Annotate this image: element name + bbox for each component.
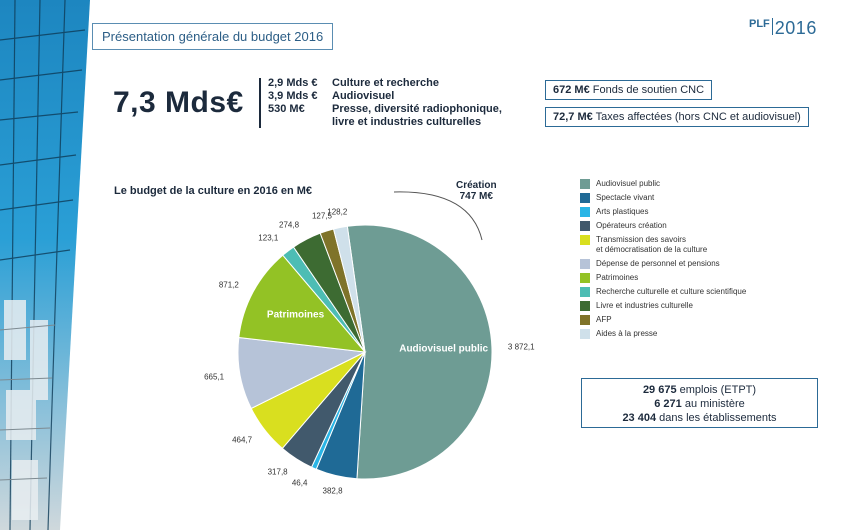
plf-logo: PLF 2016: [749, 18, 817, 39]
legend-swatch: [580, 315, 590, 325]
pie-slice-aides-a-la-presse: [332, 225, 366, 353]
jobs-line: 6 271 au ministère: [582, 397, 817, 411]
legend-swatch: [580, 221, 590, 231]
legend-label: Dépense de personnel et pensions: [596, 259, 720, 268]
legend-item: Aides à la presse: [580, 329, 746, 339]
legend-item: Audiovisuel public: [580, 179, 746, 189]
jobs-label: au ministère: [684, 398, 745, 410]
chart-title: Le budget de la culture en 2016 en M€: [114, 185, 313, 197]
pie-value-label: 274,8: [279, 220, 300, 230]
budget-breakdown: 2,9 Mds € Culture et recherche 3,9 Mds €…: [268, 77, 502, 129]
creation-annotation-title: Création: [456, 180, 497, 191]
breakdown-amount: 530 M€: [268, 103, 305, 115]
legend-swatch: [580, 193, 590, 203]
legend-label: Patrimoines: [596, 273, 639, 282]
breakdown-label: Audiovisuel: [332, 90, 395, 102]
legend-item: Opérateurs création: [580, 221, 746, 231]
pie-value-label: 382,8: [322, 486, 343, 496]
fund-box-taxes: 72,7 M€ Taxes affectées (hors CNC et aud…: [545, 107, 809, 127]
legend-item: Transmission des savoirs et démocratisati…: [580, 235, 746, 255]
decorative-photo-strip: [0, 0, 90, 530]
jobs-value: 6 271: [654, 398, 682, 410]
plf-logo-year: 2016: [774, 18, 817, 38]
legend-item: Patrimoines: [580, 273, 746, 283]
pie-value-label: 665,1: [204, 372, 225, 382]
pie-value-label: 3 872,1: [507, 342, 535, 352]
fund-label: Taxes affectées (hors CNC et audiovisuel…: [595, 111, 801, 123]
jobs-label: emplois (ETPT): [679, 384, 757, 396]
total-budget: 7,3 Mds€: [113, 86, 244, 119]
fund-box-cnc: 672 M€ Fonds de soutien CNC: [545, 80, 713, 100]
pie-value-label: 46,4: [291, 478, 308, 488]
legend-label: Audiovisuel public: [596, 179, 661, 188]
legend-swatch: [580, 235, 590, 245]
jobs-box: 29 675 emplois (ETPT) 6 271 au ministère…: [581, 378, 818, 428]
jobs-line: 29 675 emplois (ETPT): [582, 383, 817, 397]
pie-value-label: 317,8: [267, 467, 288, 477]
legend-swatch: [580, 273, 590, 283]
jobs-value: 29 675: [642, 384, 677, 396]
creation-bracket: [393, 191, 483, 241]
legend-label: Arts plastiques: [596, 207, 649, 216]
chart-legend: Audiovisuel public Spectacle vivant Arts p…: [580, 179, 746, 343]
legend-swatch: [580, 179, 590, 189]
summary-divider: [259, 78, 261, 128]
legend-swatch: [580, 301, 590, 311]
pie-value-label: 128,2: [327, 207, 348, 217]
pie-value-label: 464,7: [232, 435, 253, 445]
pie-inner-label: Patrimoines: [266, 309, 325, 321]
pie-value-label: 127,5: [311, 211, 332, 221]
creation-annotation-value: 747 M€: [459, 191, 493, 202]
legend-swatch: [580, 287, 590, 297]
breakdown-label: Culture et recherche: [332, 77, 439, 89]
building-photo-image: [0, 0, 90, 530]
plf-logo-text: PLF: [749, 18, 770, 30]
pie-slice-patrimoines: [238, 254, 367, 353]
legend-label: Transmission des savoirs et démocratisati…: [596, 235, 708, 254]
pie-value-label: 871,2: [218, 280, 239, 290]
legend-label: Spectacle vivant: [596, 193, 655, 202]
pie-inner-label: Audiovisuel public: [399, 343, 489, 355]
breakdown-label-continued: livre et industries culturelles: [332, 116, 482, 128]
logo-divider: [771, 18, 773, 35]
legend-swatch: [580, 259, 590, 269]
legend-label: Livre et industries culturelle: [596, 301, 693, 310]
legend-item: Spectacle vivant: [580, 193, 746, 203]
breakdown-amount: 3,9 Mds €: [268, 90, 318, 102]
pie-slice-audiovisuel-public: [346, 224, 493, 480]
legend-label: Recherche culturelle et culture scientif…: [596, 287, 747, 296]
legend-item: Recherche culturelle et culture scientif…: [580, 287, 746, 297]
creation-annotation: Création 747 M€: [456, 180, 497, 202]
breakdown-row: 3,9 Mds € Audiovisuel: [268, 90, 502, 103]
page-title: Présentation générale du budget 2016: [92, 23, 334, 50]
legend-label: AFP: [596, 315, 612, 324]
legend-item: AFP: [580, 315, 746, 325]
pie-value-label: 123,1: [258, 233, 279, 243]
fund-amount: 672 M€: [553, 84, 590, 96]
legend-swatch: [580, 329, 590, 339]
breakdown-amount: 2,9 Mds €: [268, 77, 318, 89]
legend-label: Opérateurs création: [596, 221, 667, 230]
legend-item: Arts plastiques: [580, 207, 746, 217]
legend-item: Livre et industries culturelle: [580, 301, 746, 311]
fund-amount: 72,7 M€: [553, 111, 593, 123]
legend-item: Dépense de personnel et pensions: [580, 259, 746, 269]
breakdown-label: Presse, diversité radiophonique,: [332, 103, 502, 115]
legend-swatch: [580, 207, 590, 217]
fund-label: Fonds de soutien CNC: [592, 84, 705, 96]
jobs-line: 23 404 dans les établissements: [582, 411, 817, 425]
jobs-value: 23 404: [622, 412, 657, 424]
breakdown-row: 530 M€ Presse, diversité radiophonique,: [268, 103, 502, 116]
jobs-label: dans les établissements: [659, 412, 777, 424]
breakdown-row: 2,9 Mds € Culture et recherche: [268, 77, 502, 90]
legend-label: Aides à la presse: [596, 329, 658, 338]
